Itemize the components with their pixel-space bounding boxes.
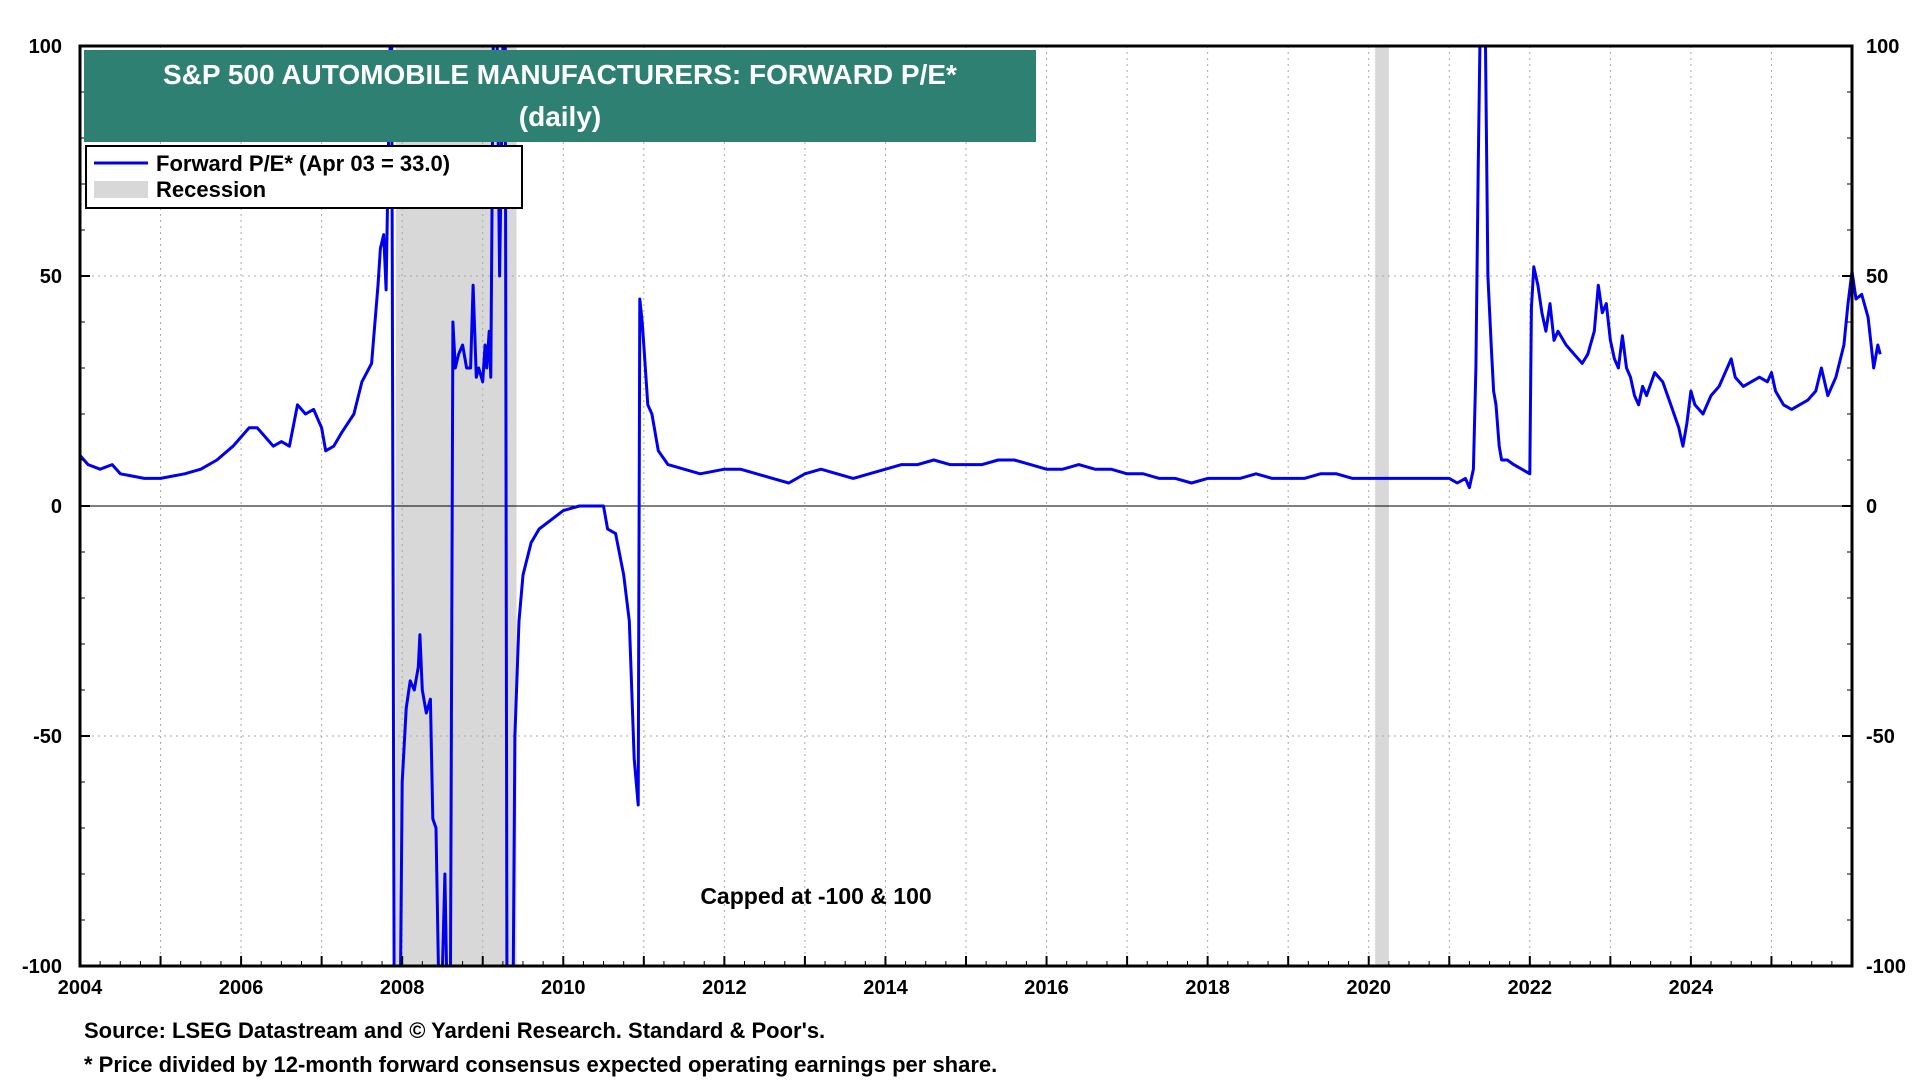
x-tick-label: 2008	[380, 977, 425, 999]
legend-label-forward-pe: Forward P/E* (Apr 03 = 33.0)	[156, 151, 450, 176]
x-tick-label: 2004	[58, 977, 103, 999]
y-tick-label-left: -100	[22, 956, 62, 978]
axis-ticks	[79, 45, 1853, 967]
legend-swatch-recession	[94, 181, 148, 198]
gridlines	[80, 46, 1852, 966]
chart-subtitle: (daily)	[519, 101, 601, 132]
chart-title: S&P 500 AUTOMOBILE MANUFACTURERS: FORWAR…	[163, 59, 957, 90]
x-tick-label: 2022	[1508, 977, 1553, 999]
y-tick-label-right: -100	[1866, 956, 1906, 978]
x-tick-label: 2014	[863, 977, 908, 999]
x-tick-label: 2012	[702, 977, 747, 999]
y-tick-label-left: 50	[40, 266, 62, 288]
x-tick-label: 2020	[1346, 977, 1391, 999]
x-tick-label: 2006	[219, 977, 264, 999]
y-tick-label-right: -50	[1866, 726, 1895, 748]
legend: Forward P/E* (Apr 03 = 33.0) Recession	[85, 145, 523, 209]
x-tick-label: 2024	[1669, 977, 1714, 999]
y-tick-label-left: 100	[29, 36, 62, 58]
source-note: Source: LSEG Datastream and © Yardeni Re…	[84, 1018, 825, 1043]
axis-labels: 2004 2006 2008 2010 2012 2014 2016 2018 2020 2022…	[22, 36, 1906, 999]
title-box: S&P 500 AUTOMOBILE MANUFACTURERS: FORWAR…	[84, 50, 1036, 142]
x-tick-label: 2018	[1185, 977, 1230, 999]
y-tick-label-left: -50	[33, 726, 62, 748]
y-tick-label-right: 50	[1866, 266, 1888, 288]
y-tick-label-right: 100	[1866, 36, 1899, 58]
y-tick-label-right: 0	[1866, 496, 1877, 518]
x-tick-label: 2016	[1024, 977, 1069, 999]
cap-annotation: Capped at -100 & 100	[700, 883, 931, 909]
x-tick-label: 2010	[541, 977, 586, 999]
legend-label-recession: Recession	[156, 177, 266, 202]
y-tick-label-left: 0	[51, 496, 62, 518]
footnote: * Price divided by 12-month forward cons…	[84, 1052, 997, 1077]
series-line-forward-pe	[78, 44, 1882, 968]
